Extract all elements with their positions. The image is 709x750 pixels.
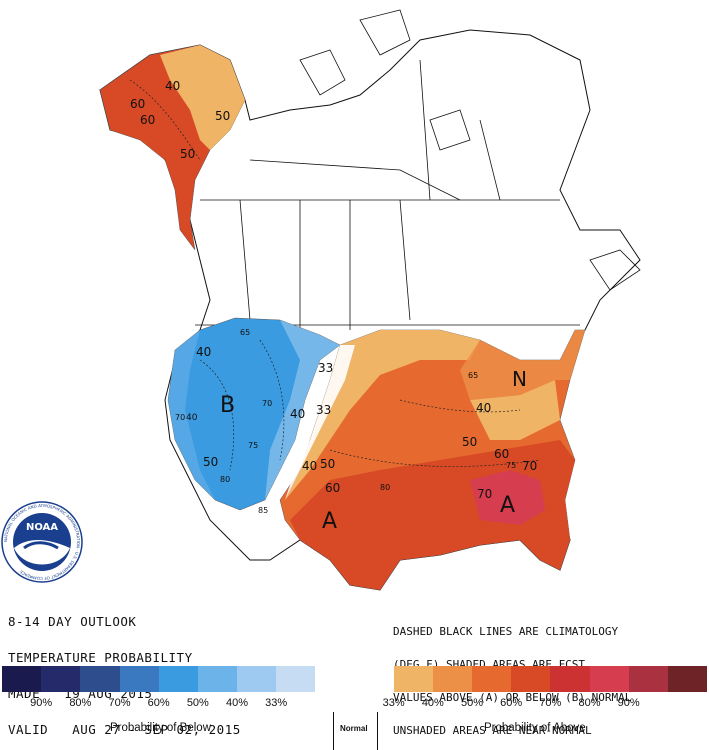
- svg-text:40: 40: [302, 459, 317, 473]
- scale-label: 60%: [500, 697, 523, 709]
- scale-swatch: [197, 666, 238, 692]
- scale-label: 60%: [147, 697, 170, 709]
- above-letter-se: A: [500, 493, 515, 518]
- noaa-logo: NOAA NATIONAL OCEANIC AND ATMOSPHERIC AD…: [1, 501, 83, 583]
- near-normal-letter: N: [512, 367, 527, 391]
- svg-text:65: 65: [240, 328, 250, 337]
- contour-labels: 40 50 50 60 60 40 50 33 33 40 40 50 60 5…: [130, 79, 537, 501]
- svg-text:60: 60: [325, 481, 340, 495]
- caption-normal: Normal: [340, 724, 368, 733]
- svg-text:50: 50: [180, 147, 195, 161]
- scale-label: 50%: [460, 697, 484, 709]
- scale-swatch: [354, 666, 394, 692]
- svg-text:75: 75: [506, 461, 516, 470]
- scale-swatch: [276, 666, 316, 692]
- svg-text:40: 40: [186, 413, 198, 423]
- scale-swatch: [589, 666, 629, 692]
- svg-text:80: 80: [220, 475, 230, 484]
- outlook-line-2: TEMPERATURE PROBABILITY: [8, 650, 193, 665]
- near-normal-strip: [285, 345, 355, 500]
- svg-text:50: 50: [320, 457, 335, 471]
- scale-label: 70%: [539, 697, 562, 709]
- legend-note: DASHED BLACK LINES ARE CLIMATOLOGY (DEG …: [393, 604, 631, 747]
- caption-probability-below: Probability of Below: [110, 722, 211, 734]
- outlook-line-4: VALID AUG 27 - SEP 02, 2015: [8, 722, 241, 737]
- legend-note-line-1: DASHED BLACK LINES ARE CLIMATOLOGY: [393, 625, 619, 638]
- probability-color-scale: [2, 666, 708, 692]
- svg-text:33: 33: [318, 361, 333, 375]
- above-medium-band: [460, 330, 585, 400]
- svg-text:40: 40: [165, 79, 180, 93]
- climatology-labels: 65 70 75 80 85 80 65 75 70: [175, 328, 516, 515]
- scale-label: 50%: [186, 697, 209, 709]
- scale-swatch: [511, 666, 551, 692]
- scale-swatch: [393, 666, 433, 692]
- scale-label: 90%: [617, 697, 640, 709]
- scale-label: 80%: [578, 697, 601, 709]
- scale-swatch: [237, 666, 277, 692]
- svg-text:75: 75: [248, 441, 258, 450]
- svg-text:60: 60: [494, 447, 509, 461]
- scale-swatch: [80, 666, 120, 692]
- below-outer-band: [168, 330, 215, 500]
- scale-swatch: [158, 666, 198, 692]
- svg-text:40: 40: [476, 401, 491, 415]
- scale-label: 33%: [382, 697, 405, 709]
- legend-note-line-3: VALUES ABOVE (A) OR BELOW (B) NORMAL: [393, 691, 632, 704]
- scale-swatch: [628, 666, 668, 692]
- scale-swatch: [472, 666, 512, 692]
- political-borders: [195, 59, 580, 330]
- svg-text:85: 85: [258, 506, 268, 515]
- svg-text:80: 80: [380, 483, 390, 492]
- probability-scale-labels: 90% 80% 70% 60% 50% 40% 33% 33% 40% 50% 60% 70% 80% 9…: [2, 697, 707, 711]
- scale-swatch: [315, 666, 355, 692]
- scale-label: 70%: [108, 697, 131, 709]
- legend-note-line-2: (DEG F) SHADED AREAS ARE FCST: [393, 658, 586, 671]
- legend-note-line-4: UNSHADED AREAS ARE NEAR-NORMAL: [393, 724, 592, 737]
- svg-text:50: 50: [462, 435, 477, 449]
- svg-text:70: 70: [522, 459, 537, 473]
- climatology-lines: [129, 79, 541, 471]
- svg-text:70: 70: [262, 399, 272, 408]
- scale-label: 40%: [421, 697, 444, 709]
- scale-swatch: [550, 666, 590, 692]
- scale-label: 80%: [69, 697, 92, 709]
- below-inner-band: [265, 320, 340, 500]
- normal-separator-left: [333, 712, 334, 750]
- svg-text:60: 60: [130, 97, 145, 111]
- svg-text:65: 65: [468, 371, 478, 380]
- arctic-islands: [299, 9, 641, 291]
- svg-text:40: 40: [290, 407, 305, 421]
- svg-text:40: 40: [196, 345, 211, 359]
- normal-separator-right: [377, 712, 378, 750]
- svg-text:70: 70: [477, 487, 492, 501]
- scale-label: 33%: [265, 697, 288, 709]
- outlook-line-1: 8-14 DAY OUTLOOK: [8, 614, 137, 629]
- scale-swatch: [41, 666, 81, 692]
- above-light-ak: [160, 45, 245, 150]
- scale-swatch: [2, 666, 42, 692]
- svg-text:70: 70: [175, 413, 185, 422]
- below-letter: B: [220, 393, 235, 418]
- svg-text:60: 60: [140, 113, 155, 127]
- above-strongest-se: [470, 470, 545, 525]
- scale-swatch: [119, 666, 159, 692]
- outlook-map: B A A N 40 50 50 60 60 40 50 33 33 40 40…: [1, 9, 641, 591]
- caption-probability-above: Probability of Above: [484, 722, 586, 734]
- svg-text:50: 50: [215, 109, 230, 123]
- above-light-band-ne: [470, 380, 560, 440]
- scale-label: 90%: [30, 697, 53, 709]
- scale-label: 40%: [225, 697, 249, 709]
- scale-swatch: [667, 666, 708, 692]
- scale-swatch: [432, 666, 473, 692]
- svg-text:33: 33: [316, 403, 331, 417]
- noaa-logo-text: NOAA: [26, 522, 58, 533]
- svg-text:50: 50: [203, 455, 218, 469]
- above-letter-west: A: [322, 509, 337, 534]
